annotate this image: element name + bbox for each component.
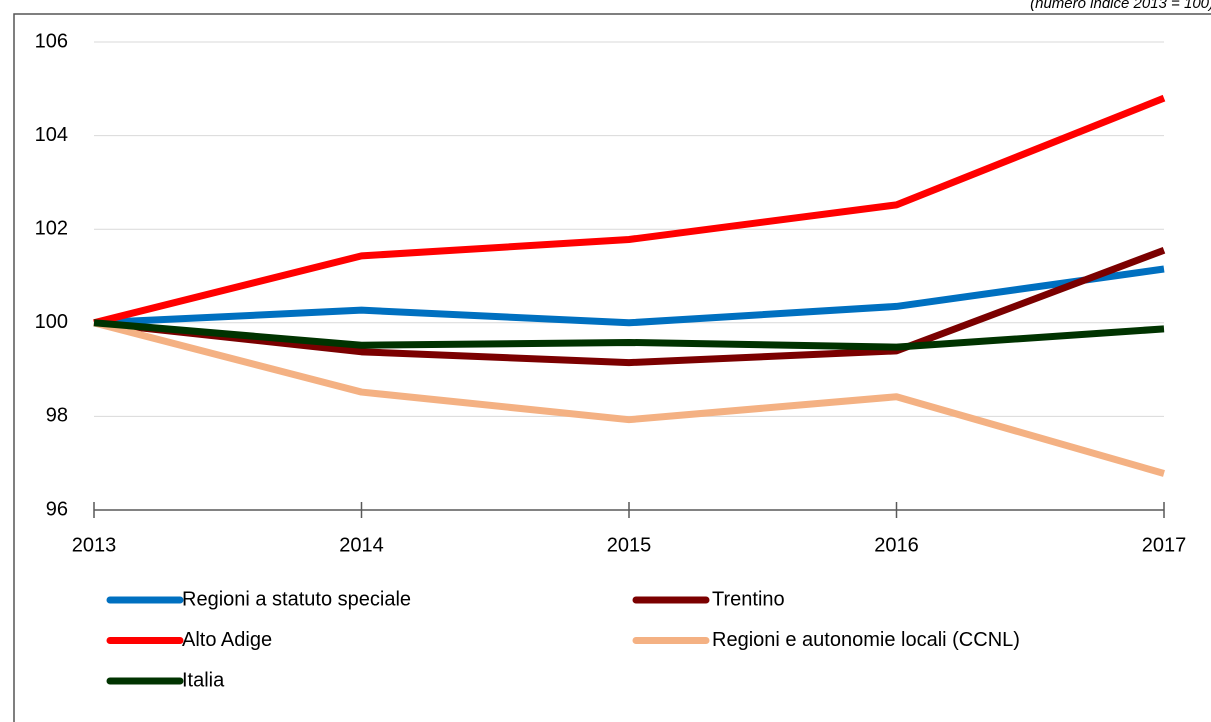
series-line xyxy=(93,246,1166,367)
y-tick-label: 96 xyxy=(46,498,68,520)
chart-border xyxy=(13,13,1211,722)
series-line xyxy=(93,319,1165,351)
series-line xyxy=(93,94,1166,327)
y-tick-label: 104 xyxy=(35,124,68,146)
legend-label: Italia xyxy=(182,669,225,691)
x-tick-label: 2014 xyxy=(339,534,384,556)
x-tick-label: 2017 xyxy=(1142,534,1187,556)
x-tick-label: 2015 xyxy=(607,534,652,556)
legend-label: Regioni e autonomie locali (CCNL) xyxy=(712,629,1020,651)
y-tick-label: 106 xyxy=(35,30,68,52)
legend-label: Alto Adige xyxy=(182,629,272,651)
x-tick-label: 2016 xyxy=(874,534,919,556)
series-line xyxy=(93,319,1165,477)
y-tick-label: 98 xyxy=(46,405,68,427)
series-line xyxy=(93,265,1165,327)
legend-label: Regioni a statuto speciale xyxy=(182,588,411,610)
y-tick-label: 102 xyxy=(35,217,68,239)
x-tick-label: 2013 xyxy=(72,534,117,556)
chart-subtitle: (numero indice 2013 = 100) xyxy=(1030,0,1211,12)
legend-label: Trentino xyxy=(712,588,785,610)
y-tick-label: 100 xyxy=(35,311,68,333)
